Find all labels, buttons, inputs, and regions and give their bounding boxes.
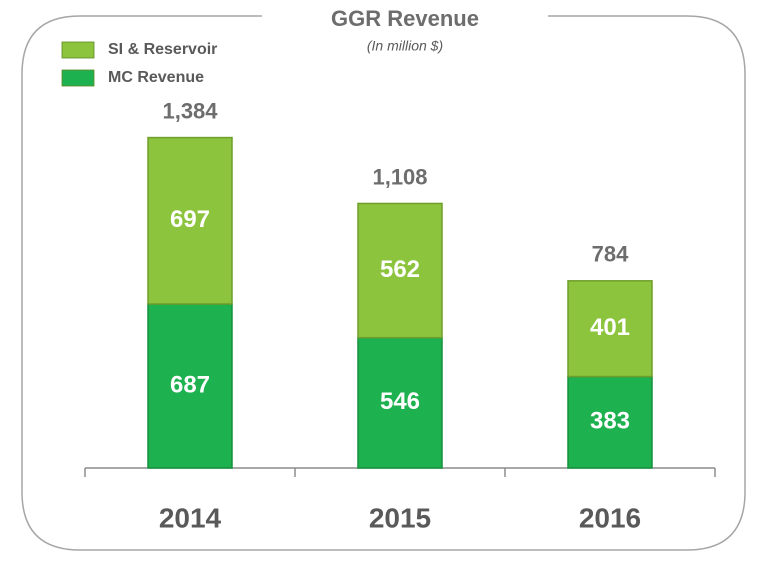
total-label: 784 xyxy=(592,242,629,267)
legend-swatch xyxy=(61,41,95,59)
segment-label: 383 xyxy=(590,408,630,435)
bar-segment xyxy=(567,375,653,469)
legend-swatch xyxy=(61,69,95,87)
frame xyxy=(21,15,746,551)
segment-label: 546 xyxy=(380,388,420,415)
total-label: 1,108 xyxy=(372,164,427,189)
x-tick-label: 2016 xyxy=(579,502,641,533)
segment-label: 697 xyxy=(170,206,210,233)
chart-subtitle: (In million $) xyxy=(367,38,443,54)
total-label: 1,384 xyxy=(162,98,218,123)
bar-segment xyxy=(147,136,233,305)
segment-label: 687 xyxy=(170,371,210,398)
segment-label: 401 xyxy=(590,314,630,341)
bar-segment xyxy=(357,336,443,469)
legend-label: SI & Reservoir xyxy=(108,41,217,58)
chart-title: GGR Revenue xyxy=(331,6,479,31)
bar-segment xyxy=(147,303,233,469)
x-tick-label: 2015 xyxy=(369,502,431,533)
segment-label: 562 xyxy=(380,256,420,283)
bar-segment xyxy=(357,202,443,339)
legend-label: MC Revenue xyxy=(108,69,204,86)
bar-segment xyxy=(567,280,653,378)
x-tick-label: 2014 xyxy=(159,502,222,533)
